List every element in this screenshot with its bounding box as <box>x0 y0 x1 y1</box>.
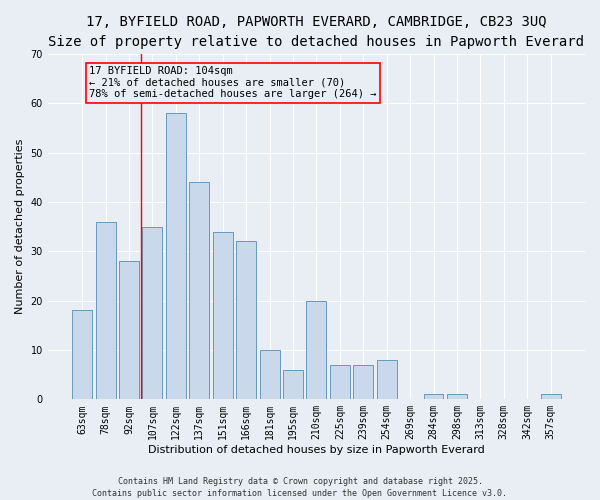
Bar <box>236 242 256 400</box>
Title: 17, BYFIELD ROAD, PAPWORTH EVERARD, CAMBRIDGE, CB23 3UQ
Size of property relativ: 17, BYFIELD ROAD, PAPWORTH EVERARD, CAMB… <box>49 15 584 48</box>
Text: Contains HM Land Registry data © Crown copyright and database right 2025.
Contai: Contains HM Land Registry data © Crown c… <box>92 476 508 498</box>
Bar <box>166 113 186 400</box>
Bar <box>119 261 139 400</box>
Bar <box>447 394 467 400</box>
Bar <box>190 182 209 400</box>
Bar <box>330 365 350 400</box>
Y-axis label: Number of detached properties: Number of detached properties <box>15 139 25 314</box>
Bar <box>95 222 116 400</box>
X-axis label: Distribution of detached houses by size in Papworth Everard: Distribution of detached houses by size … <box>148 445 485 455</box>
Bar <box>307 300 326 400</box>
Bar <box>213 232 233 400</box>
Bar <box>283 370 303 400</box>
Text: 17 BYFIELD ROAD: 104sqm
← 21% of detached houses are smaller (70)
78% of semi-de: 17 BYFIELD ROAD: 104sqm ← 21% of detache… <box>89 66 377 100</box>
Bar <box>353 365 373 400</box>
Bar <box>424 394 443 400</box>
Bar <box>142 226 163 400</box>
Bar <box>260 350 280 400</box>
Bar <box>541 394 560 400</box>
Bar <box>72 310 92 400</box>
Bar <box>377 360 397 400</box>
